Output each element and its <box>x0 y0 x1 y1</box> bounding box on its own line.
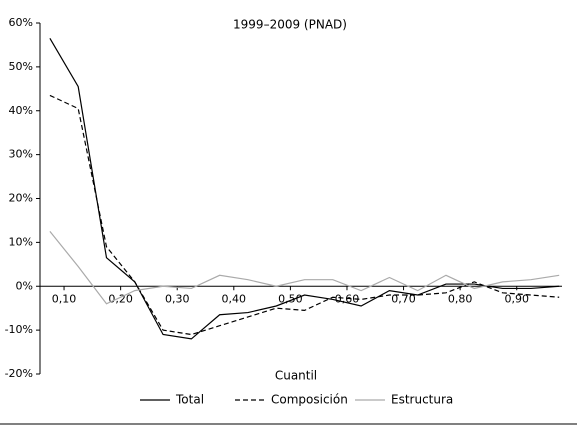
x-tick-label: 0,10 <box>52 292 77 305</box>
chart-title: 1999–2009 (PNAD) <box>233 18 347 32</box>
y-tick-label: -20% <box>5 367 33 380</box>
y-tick-label: 60% <box>9 16 33 29</box>
x-tick-label: 0,20 <box>108 292 133 305</box>
x-tick-label: 0,40 <box>222 292 247 305</box>
x-tick-label: 0,80 <box>448 292 473 305</box>
x-tick-label: 0,30 <box>165 292 190 305</box>
x-axis-label: Cuantil <box>275 369 317 383</box>
y-tick-label: 40% <box>9 104 33 117</box>
legend-label: Composición <box>271 393 348 407</box>
y-tick-label: 20% <box>9 192 33 205</box>
x-tick-label: 0,50 <box>278 292 303 305</box>
x-tick-label: 0,90 <box>504 292 529 305</box>
y-tick-label: 0% <box>16 279 33 292</box>
legend-label: Total <box>175 393 204 407</box>
series-line <box>49 94 560 336</box>
y-tick-label: 30% <box>9 148 33 161</box>
legend-label: Estructura <box>391 393 453 407</box>
y-tick-label: 10% <box>9 235 33 248</box>
y-tick-label: -10% <box>5 323 33 336</box>
y-tick-label: 50% <box>9 60 33 73</box>
series-line <box>49 231 560 305</box>
